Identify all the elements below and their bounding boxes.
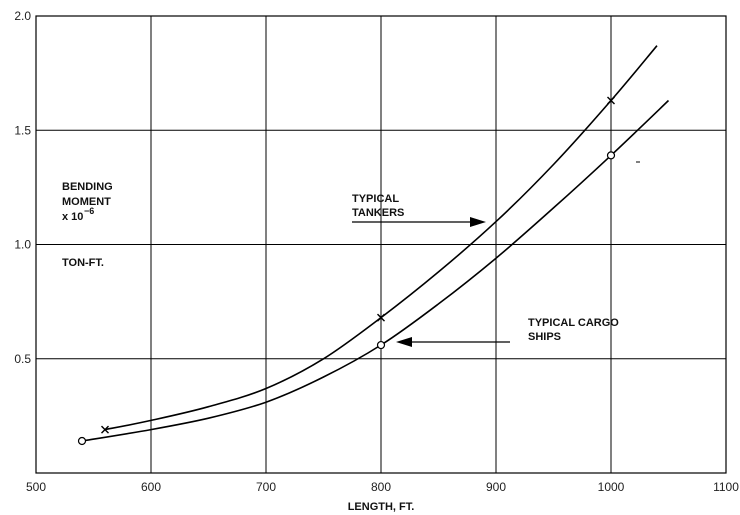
y-tick-labels: 0.5 1.0 1.5 2.0 (14, 9, 31, 366)
data-point-cargo-ships-1000 (606, 151, 616, 160)
annotation-tankers-arrow-head (470, 217, 486, 227)
marker-stroke (101, 425, 109, 434)
annotation-tankers-line-2: TANKERS (352, 207, 404, 219)
data-point-tankers-1000 (607, 96, 615, 105)
y-tick-label-1.0: 1.0 (14, 238, 31, 252)
y-tick-label-0.5: 0.5 (14, 352, 31, 366)
marker-stroke (377, 313, 385, 322)
annotation-cargo-line-2: SHIPS (528, 331, 561, 343)
annotation-cargo-line-1: TYPICAL CARGO (528, 317, 619, 329)
y-tick-label-1.5: 1.5 (14, 123, 31, 137)
annotation-tankers-line-1: TYPICAL (352, 193, 399, 205)
data-point-cargo-ships-800 (376, 340, 386, 350)
annotation-tankers: TYPICAL TANKERS (352, 193, 486, 227)
annotation-cargo-ships: TYPICAL CARGO SHIPS (396, 317, 619, 347)
series-curves (81, 45, 670, 442)
y-axis-title-line-2: MOMENT (62, 196, 111, 208)
x-tick-label-500: 500 (26, 480, 46, 494)
plot-frame (35, 15, 727, 474)
x-axis-title: LENGTH, FT. (348, 501, 415, 513)
marker-stroke (607, 96, 615, 105)
x-tick-label-700: 700 (256, 480, 276, 494)
x-tick-label-800: 800 (371, 480, 391, 494)
grid-lines (36, 16, 726, 473)
y-axis-title-units: TON-FT. (62, 257, 104, 269)
x-tick-label-600: 600 (141, 480, 161, 494)
y-tick-label-2.0: 2.0 (14, 9, 31, 23)
series-line-tankers (104, 45, 658, 431)
x-tick-labels: 500 600 700 800 900 1000 1100 (26, 480, 739, 494)
y-axis-title-line-1: BENDING (62, 181, 113, 193)
data-markers (77, 96, 616, 446)
data-point-cargo-ships-540 (77, 436, 87, 446)
annotation-cargo-arrow-head (396, 337, 412, 347)
data-point-tankers-560 (101, 425, 109, 434)
x-tick-label-900: 900 (486, 480, 506, 494)
y-axis-title: BENDING MOMENT x 10 −6 TON-FT. (62, 181, 113, 269)
series-line-cargo-ships (81, 99, 670, 442)
y-axis-title-exponent: −6 (84, 206, 94, 216)
y-axis-title-line-3: x 10 (62, 211, 83, 223)
x-tick-label-1100: 1100 (713, 480, 739, 494)
data-point-tankers-800 (377, 313, 385, 322)
x-tick-label-1000: 1000 (598, 480, 625, 494)
